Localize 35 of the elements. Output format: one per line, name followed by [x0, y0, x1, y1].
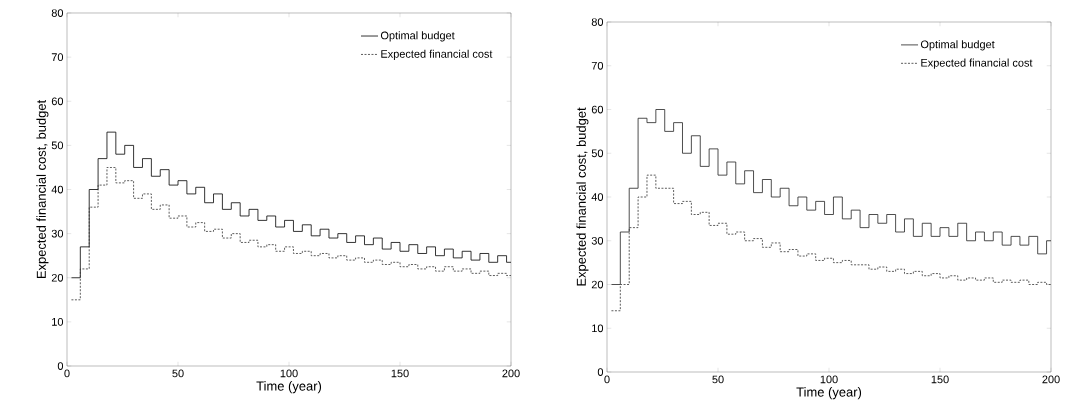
- y-tick-label: 10: [52, 318, 64, 326]
- legend-label: Expected financial cost: [381, 49, 493, 60]
- y-tick-label: 50: [591, 149, 604, 158]
- legend-label: Optimal budget: [920, 40, 995, 51]
- y-tick-label: 20: [591, 280, 604, 289]
- y-tick-label: 70: [591, 61, 604, 70]
- y-tick-label: 30: [591, 236, 604, 245]
- y-tick-label: 70: [51, 53, 64, 62]
- x-tick-label: 150: [931, 375, 949, 384]
- x-tick-label: 150: [391, 369, 409, 378]
- x-tick-label: 0: [604, 375, 610, 384]
- y-tick-label: 60: [51, 97, 64, 106]
- x-axis-title: Time (year): [256, 381, 322, 394]
- legend-label: Optimal budget: [380, 31, 455, 42]
- x-axis-title: Time (year): [796, 387, 862, 400]
- y-tick-label: 80: [591, 18, 604, 26]
- y-tick-label: 30: [51, 229, 64, 238]
- x-tick-label: 100: [820, 375, 838, 384]
- y-tick-label: 40: [591, 193, 604, 201]
- y-tick-label: 50: [51, 141, 64, 150]
- y-tick-label: 40: [51, 185, 64, 194]
- legend-label: Expected financial cost: [921, 58, 1033, 69]
- x-tick-label: 50: [172, 369, 184, 378]
- y-tick-label: 80: [51, 9, 64, 17]
- y-tick-label: 60: [591, 105, 604, 114]
- x-tick-label: 200: [1042, 375, 1060, 384]
- x-tick-label: 200: [502, 369, 520, 378]
- y-tick-label: 0: [57, 362, 64, 370]
- y-tick-label: 20: [51, 273, 64, 282]
- x-tick-label: 100: [280, 369, 298, 378]
- y-axis-title: Expected financial cost, budget: [36, 99, 49, 279]
- y-tick-label: 10: [592, 324, 604, 333]
- x-tick-label: 50: [712, 375, 724, 384]
- x-tick-label: 0: [64, 369, 70, 378]
- y-axis-title: Expected financial cost, budget: [576, 107, 589, 286]
